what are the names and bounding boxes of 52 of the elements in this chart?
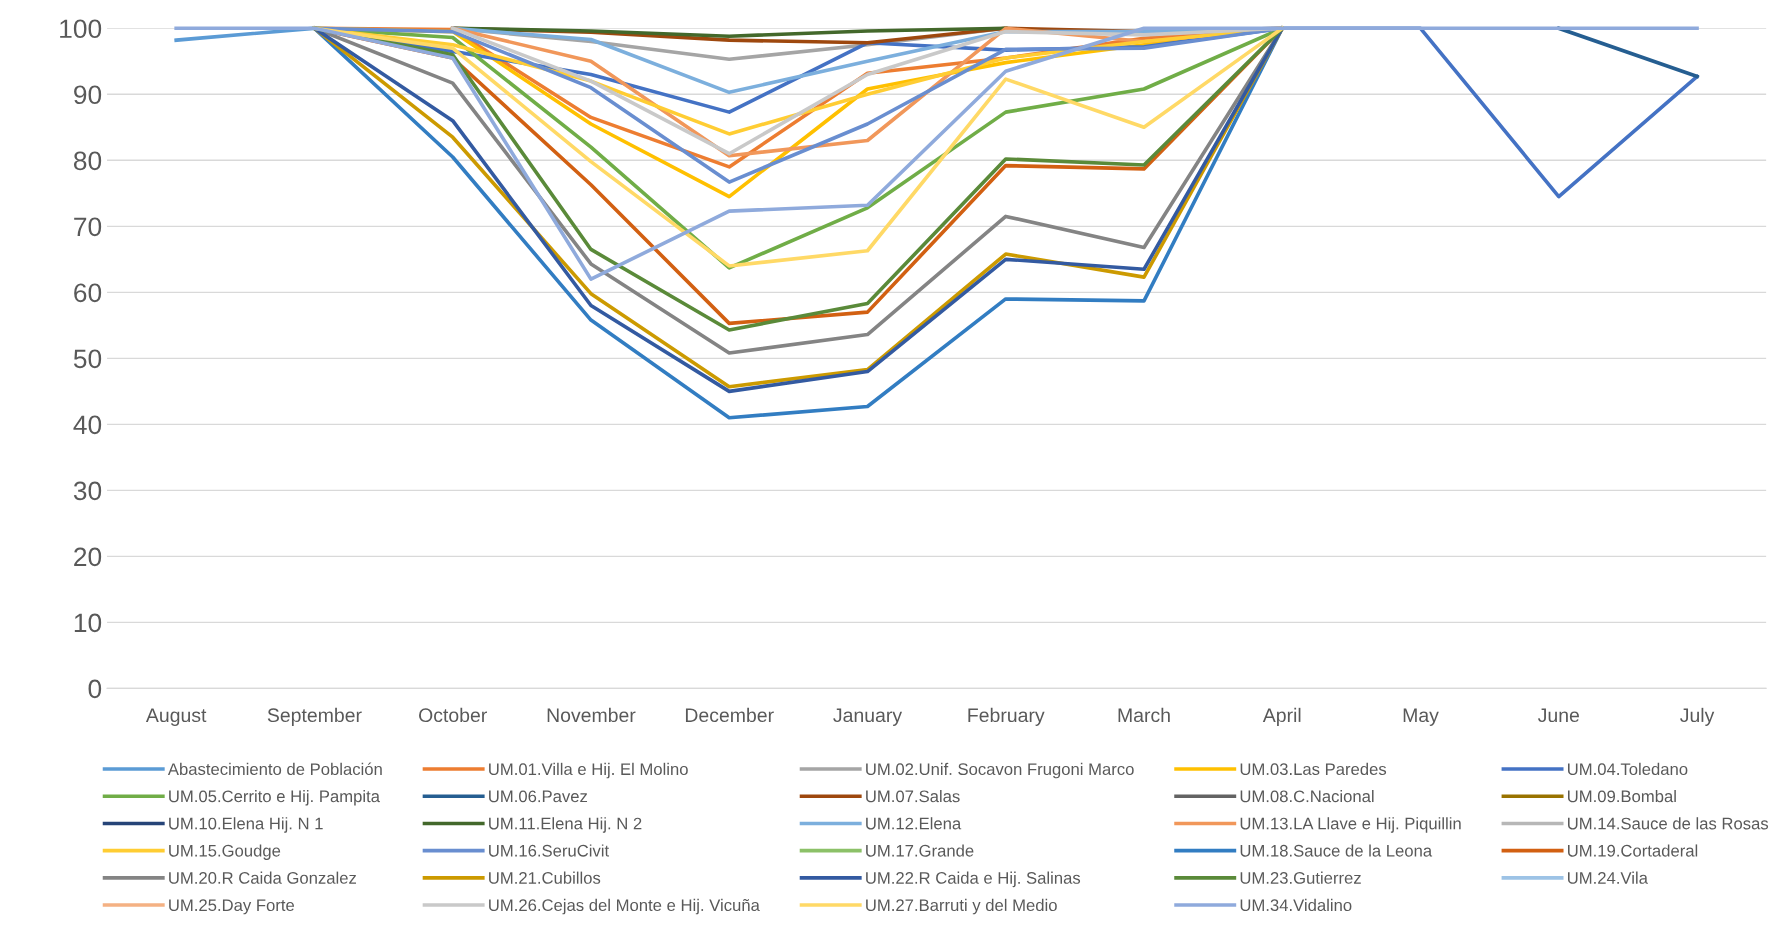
y-tick-label: 90 [74,85,102,105]
legend-label: UM.07.Salas [866,790,960,803]
y-tick-label: 10 [74,613,102,633]
legend-label: UM.10.Elena Hij. N 1 [169,817,323,833]
legend-label: UM.13.LA Llave e Hij. Piquillin [1240,817,1461,833]
legend-label: UM.08.C.Nacional [1240,790,1374,803]
x-tick-label: May [1403,708,1439,726]
legend-label: UM.17.Grande [866,844,974,857]
legend-label: UM.16.SeruCivit [489,844,610,857]
x-tick-label: September [267,707,362,726]
legend-label: UM.21.Cubillos [489,871,601,884]
legend-label: UM.15.Goudge [169,844,281,860]
y-tick-label: 40 [73,415,102,435]
legend-label: UM.02.Unif. Socavon Frugoni Marco [866,762,1134,779]
x-tick-label: January [833,708,903,726]
legend-label: UM.18.Sauce de la Leona [1240,844,1433,857]
legend-label: UM.14.Sauce de las Rosas [1568,817,1769,830]
x-tick-label: December [685,707,774,723]
legend-label: UM.19.Cortaderal [1568,844,1698,857]
x-tick-label: February [968,707,1045,726]
legend-label: UM.11.Elena Hij. N 2 [489,817,642,833]
legend-label: UM.09.Bombal [1568,790,1676,803]
legend-label: UM.20.R Caida Gonzalez [169,871,357,884]
legend-label: UM.22.R Caida e Hij. Salinas [866,871,1081,888]
x-tick-label: October [419,707,487,723]
legend-label: UM.24.Vila [1568,871,1648,884]
legend-label: UM.25.Day Forte [169,899,295,915]
legend-label: UM.27.Barruti y del Medio [866,898,1057,915]
legend-label: UM.23.Gutierrez [1240,871,1361,884]
x-tick-label: August [145,708,207,726]
legend-label: UM.01.Villa e Hij. El Molino [489,762,688,779]
legend-label: UM.03.Las Paredes [1240,762,1387,776]
legend-label: UM.04.Toledano [1568,762,1688,776]
y-tick-label: 100 [60,19,102,39]
y-tick-label: 60 [74,283,102,303]
legend-label: UM.34.Vidalino [1240,898,1352,912]
y-tick-label: 20 [74,547,102,567]
y-tick-label: 70 [74,217,102,237]
legend-label: UM.26.Cejas del Monte e Hij. Vicuña [489,898,760,915]
x-tick-label: November [547,707,636,723]
y-tick-label: 30 [73,481,102,501]
x-tick-label: March [1118,707,1170,723]
x-tick-label: June [1537,708,1579,723]
legend-label: UM.06.Pavez [489,790,588,803]
y-tick-label: 80 [73,151,102,171]
legend-label: UM.05.Cerrito e Hij. Pampita [169,790,380,806]
y-tick-label: 0 [88,679,102,699]
x-tick-label: April [1262,707,1301,726]
y-tick-label: 50 [73,349,102,369]
legend-label: UM.12.Elena [866,817,962,830]
x-tick-label: July [1680,707,1715,726]
legend-label: Abastecimiento de Población [167,762,382,776]
